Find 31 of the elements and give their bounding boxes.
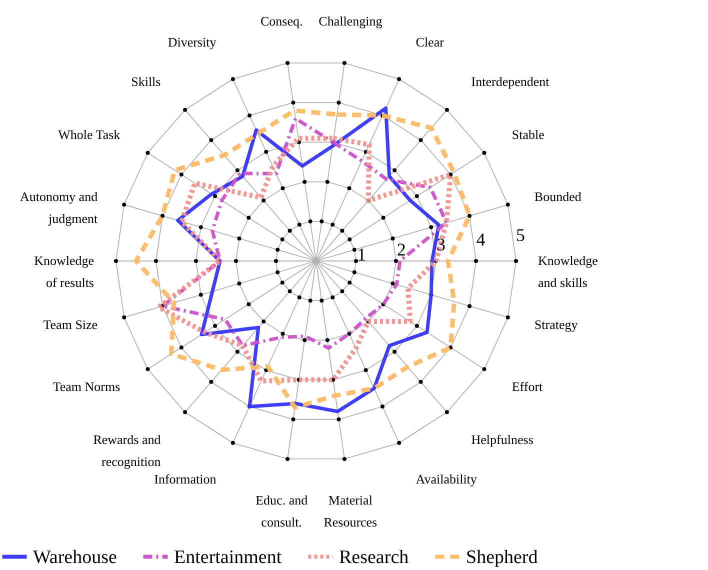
spoke-label: Challenging <box>318 14 383 29</box>
spoke-label: Material Resources <box>324 492 378 530</box>
spoke-label: Team Norms <box>52 378 120 394</box>
spoke-label: Information <box>154 471 217 486</box>
spoke-label: Stable <box>512 127 545 142</box>
spoke-label: Rewards and recognition <box>93 432 162 470</box>
spoke-label: Educ. and consult. <box>256 492 308 530</box>
legend-label: Entertainment <box>174 546 282 568</box>
spoke-label: Knowledge and skills <box>538 253 598 290</box>
spoke-label: Skills <box>131 74 161 89</box>
y-tick-label: 5 <box>516 224 525 245</box>
y-tick-label: 4 <box>476 230 486 250</box>
spoke-label: Strategy <box>534 317 578 332</box>
spoke-label: Availability <box>416 471 478 486</box>
legend-label: Shepherd <box>466 546 538 568</box>
spoke-label: Conseq. <box>260 14 303 29</box>
y-tick-label: 3 <box>436 234 446 255</box>
spoke-label: Autonomy and judgment <box>20 188 98 226</box>
spoke-label: Interdependent <box>471 74 550 89</box>
spoke-label: Knowledge of results <box>34 253 94 290</box>
y-tick-label: 1 <box>357 244 366 264</box>
y-tick-label: 2 <box>396 239 406 260</box>
spoke-label: Diversity <box>168 34 217 50</box>
spoke-label: Helpfulness <box>471 432 534 448</box>
legend-label: Research <box>339 546 410 568</box>
spoke-label: Clear <box>416 34 445 50</box>
legend-label: Warehouse <box>33 546 117 568</box>
spoke-label: Effort <box>512 378 544 394</box>
spoke-label: Whole Task <box>58 127 121 142</box>
spoke-label: Team Size <box>43 317 98 332</box>
spoke-label: Bounded <box>534 188 582 204</box>
